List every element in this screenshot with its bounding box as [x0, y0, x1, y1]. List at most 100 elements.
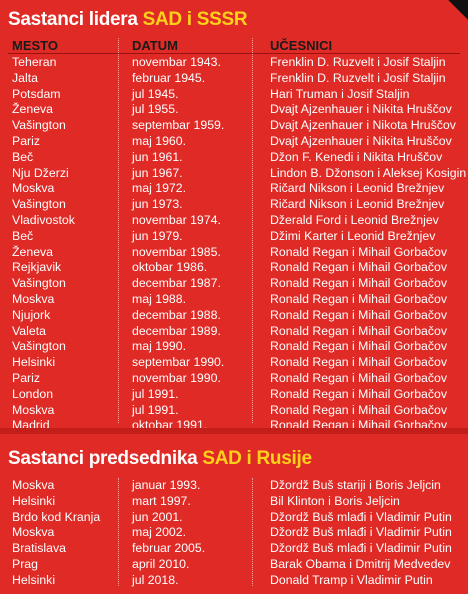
date-cell: septembar 1959. [132, 118, 225, 133]
participants-cell: Ronald Regan i Mihail Gorbačov [270, 386, 448, 401]
place-cell: Nju Džerzi [12, 165, 69, 180]
participants-cell: Dvajt Ajzenhauer i Nikita Hruščov [270, 133, 452, 148]
table-row: Helsinki jul 2018. Donald Tramp i Vladimir… [8, 572, 460, 588]
table-row: Njujork decembar 1988. Ronald Regan i Miha… [8, 307, 460, 323]
table-row: Vašington maj 1990. Ronald Regan i Mihail … [8, 338, 460, 354]
place-cell: Helsinki [12, 355, 56, 370]
section-title-russia: Sastanci predsednika SAD i Rusije [8, 448, 312, 469]
table-row: Ženeva novembar 1985. Ronald Regan i Mihai… [8, 244, 460, 260]
table-row: Potsdam jul 1945. Hari Truman i Josif Stal… [8, 86, 460, 102]
participants-cell: Barak Obama i Dmitrij Medvedev [270, 556, 451, 571]
date-cell: jun 1979. [132, 228, 183, 243]
participants-cell: Džordž Buš mlađi i Vladimir Putin [270, 509, 452, 524]
place-cell: Moskva [12, 478, 55, 492]
place-cell: Valeta [12, 323, 46, 338]
date-cell: januar 1993. [132, 478, 201, 492]
participants-cell: Frenklin D. Ruzvelt i Josif Staljin [270, 70, 446, 85]
date-cell: jun 2001. [132, 509, 183, 524]
table-row: Helsinki septembar 1990. Ronald Regan i Mi… [8, 354, 460, 370]
participants-cell: Džerald Ford i Leonid Brežnjev [270, 212, 439, 227]
participants-cell: Bil Klinton i Boris Jeljcin [270, 493, 400, 508]
participants-cell: Ronald Regan i Mihail Gorbačov [270, 276, 448, 291]
column-separator [118, 38, 119, 423]
date-cell: jun 1961. [132, 149, 183, 164]
table-row: Beč jun 1961. Džon F. Kenedi i Nikita Hruš… [8, 149, 460, 165]
column-separator [118, 478, 119, 586]
table-row: Jalta februar 1945. Frenklin D. Ruzvelt i … [8, 70, 460, 86]
table-row: Rejkjavik oktobar 1986. Ronald Regan i Mih… [8, 259, 460, 275]
place-cell: Jalta [12, 70, 38, 85]
date-cell: novembar 1990. [132, 370, 221, 385]
place-cell: Helsinki [12, 572, 56, 587]
date-cell: februar 1945. [132, 70, 206, 85]
participants-cell: Donald Tramp i Vladimir Putin [270, 572, 433, 587]
table-row: Vladivostok novembar 1974. Džerald Ford i … [8, 212, 460, 228]
date-cell: jun 1973. [132, 197, 183, 212]
table-row: Prag april 2010. Barak Obama i Dmitrij Med… [8, 556, 460, 572]
participants-cell: Ronald Regan i Mihail Gorbačov [270, 339, 448, 354]
place-cell: Moskva [12, 291, 55, 306]
date-cell: maj 1988. [132, 291, 187, 306]
participants-cell: Frenklin D. Ruzvelt i Josif Staljin [270, 55, 446, 69]
table-row: Beč jun 1979. Džimi Karter i Leonid Brežnj… [8, 228, 460, 244]
place-cell: Bratislava [12, 541, 66, 556]
date-cell: decembar 1988. [132, 307, 221, 322]
place-cell: Brdo kod Kranja [12, 509, 101, 524]
table-row: Brdo kod Kranja jun 2001. Džordž Buš mlađi… [8, 509, 460, 525]
table-row: Moskva maj 1972. Ričard Nikson i Leonid Br… [8, 180, 460, 196]
place-cell: Beč [12, 149, 34, 164]
participants-cell: Dvajt Ajzenhauer i Nikita Hruščov [270, 102, 452, 117]
participants-cell: Ričard Nikson i Leonid Brežnjev [270, 181, 445, 196]
column-header-place: MESTO [12, 38, 58, 53]
place-cell: Teheran [12, 55, 57, 69]
date-cell: maj 2002. [132, 525, 187, 540]
table-header: MESTO DATUM UČESNICI [8, 37, 460, 54]
date-cell: jul 2018. [132, 572, 179, 587]
place-cell: Vašington [12, 339, 66, 354]
date-cell: jul 1955. [132, 102, 179, 117]
participants-cell: Ronald Regan i Mihail Gorbačov [270, 307, 448, 322]
place-cell: Moskva [12, 402, 55, 417]
participants-cell: Hari Truman i Josif Staljin [270, 86, 410, 101]
table-row: Vašington jun 1973. Ričard Nikson i Leonid… [8, 196, 460, 212]
table-row: Teheran novembar 1943. Frenklin D. Ruzvelt… [8, 54, 460, 70]
place-cell: Beč [12, 228, 34, 243]
date-cell: jul 1945. [132, 86, 179, 101]
table-row: Bratislava februar 2005. Džordž Buš mlađi … [8, 540, 460, 556]
column-header-date: DATUM [132, 38, 178, 53]
date-cell: novembar 1985. [132, 244, 221, 259]
place-cell: Prag [12, 556, 38, 571]
table-row: Moskva maj 2002. Džordž Buš mlađi i Vladim… [8, 524, 460, 540]
participants-cell: Ronald Regan i Mihail Gorbačov [270, 291, 448, 306]
participants-cell: Džon F. Kenedi i Nikita Hruščov [270, 149, 443, 164]
participants-cell: Ronald Regan i Mihail Gorbačov [270, 323, 448, 338]
table-row: London jul 1991. Ronald Regan i Mihail Gor… [8, 386, 460, 402]
place-cell: London [12, 386, 54, 401]
table-row: Pariz novembar 1990. Ronald Regan i Mihail… [8, 370, 460, 386]
ussr-meetings-table: Teheran novembar 1943. Frenklin D. Ruzvelt… [8, 54, 466, 433]
table-row: Moskva maj 1988. Ronald Regan i Mihail Gor… [8, 291, 460, 307]
date-cell: jun 1967. [132, 165, 183, 180]
place-cell: Ženeva [12, 244, 54, 259]
participants-cell: Lindon B. Džonson i Aleksej Kosigin [270, 165, 467, 180]
participants-cell: Ronald Regan i Mihail Gorbačov [270, 244, 448, 259]
participants-cell: Ronald Regan i Mihail Gorbačov [270, 355, 448, 370]
date-cell: oktobar 1986. [132, 260, 208, 275]
place-cell: Moskva [12, 525, 55, 540]
participants-cell: Džordž Buš mlađi i Vladimir Putin [270, 525, 452, 540]
table-row: Moskva jul 1991. Ronald Regan i Mihail Gor… [8, 402, 460, 418]
date-cell: februar 2005. [132, 541, 206, 556]
place-cell: Pariz [12, 133, 41, 148]
date-cell: april 2010. [132, 556, 190, 571]
date-cell: maj 1990. [132, 339, 187, 354]
column-separator [252, 38, 253, 423]
corner-decoration [448, 0, 468, 20]
date-cell: maj 1972. [132, 181, 187, 196]
table-row: Helsinki mart 1997. Bil Klinton i Boris Je… [8, 493, 460, 509]
date-cell: novembar 1974. [132, 212, 221, 227]
place-cell: Pariz [12, 370, 41, 385]
section-divider [0, 428, 468, 434]
participants-cell: Ronald Regan i Mihail Gorbačov [270, 402, 448, 417]
section-title-ussr: Sastanci lidera SAD i SSSR [8, 9, 248, 30]
